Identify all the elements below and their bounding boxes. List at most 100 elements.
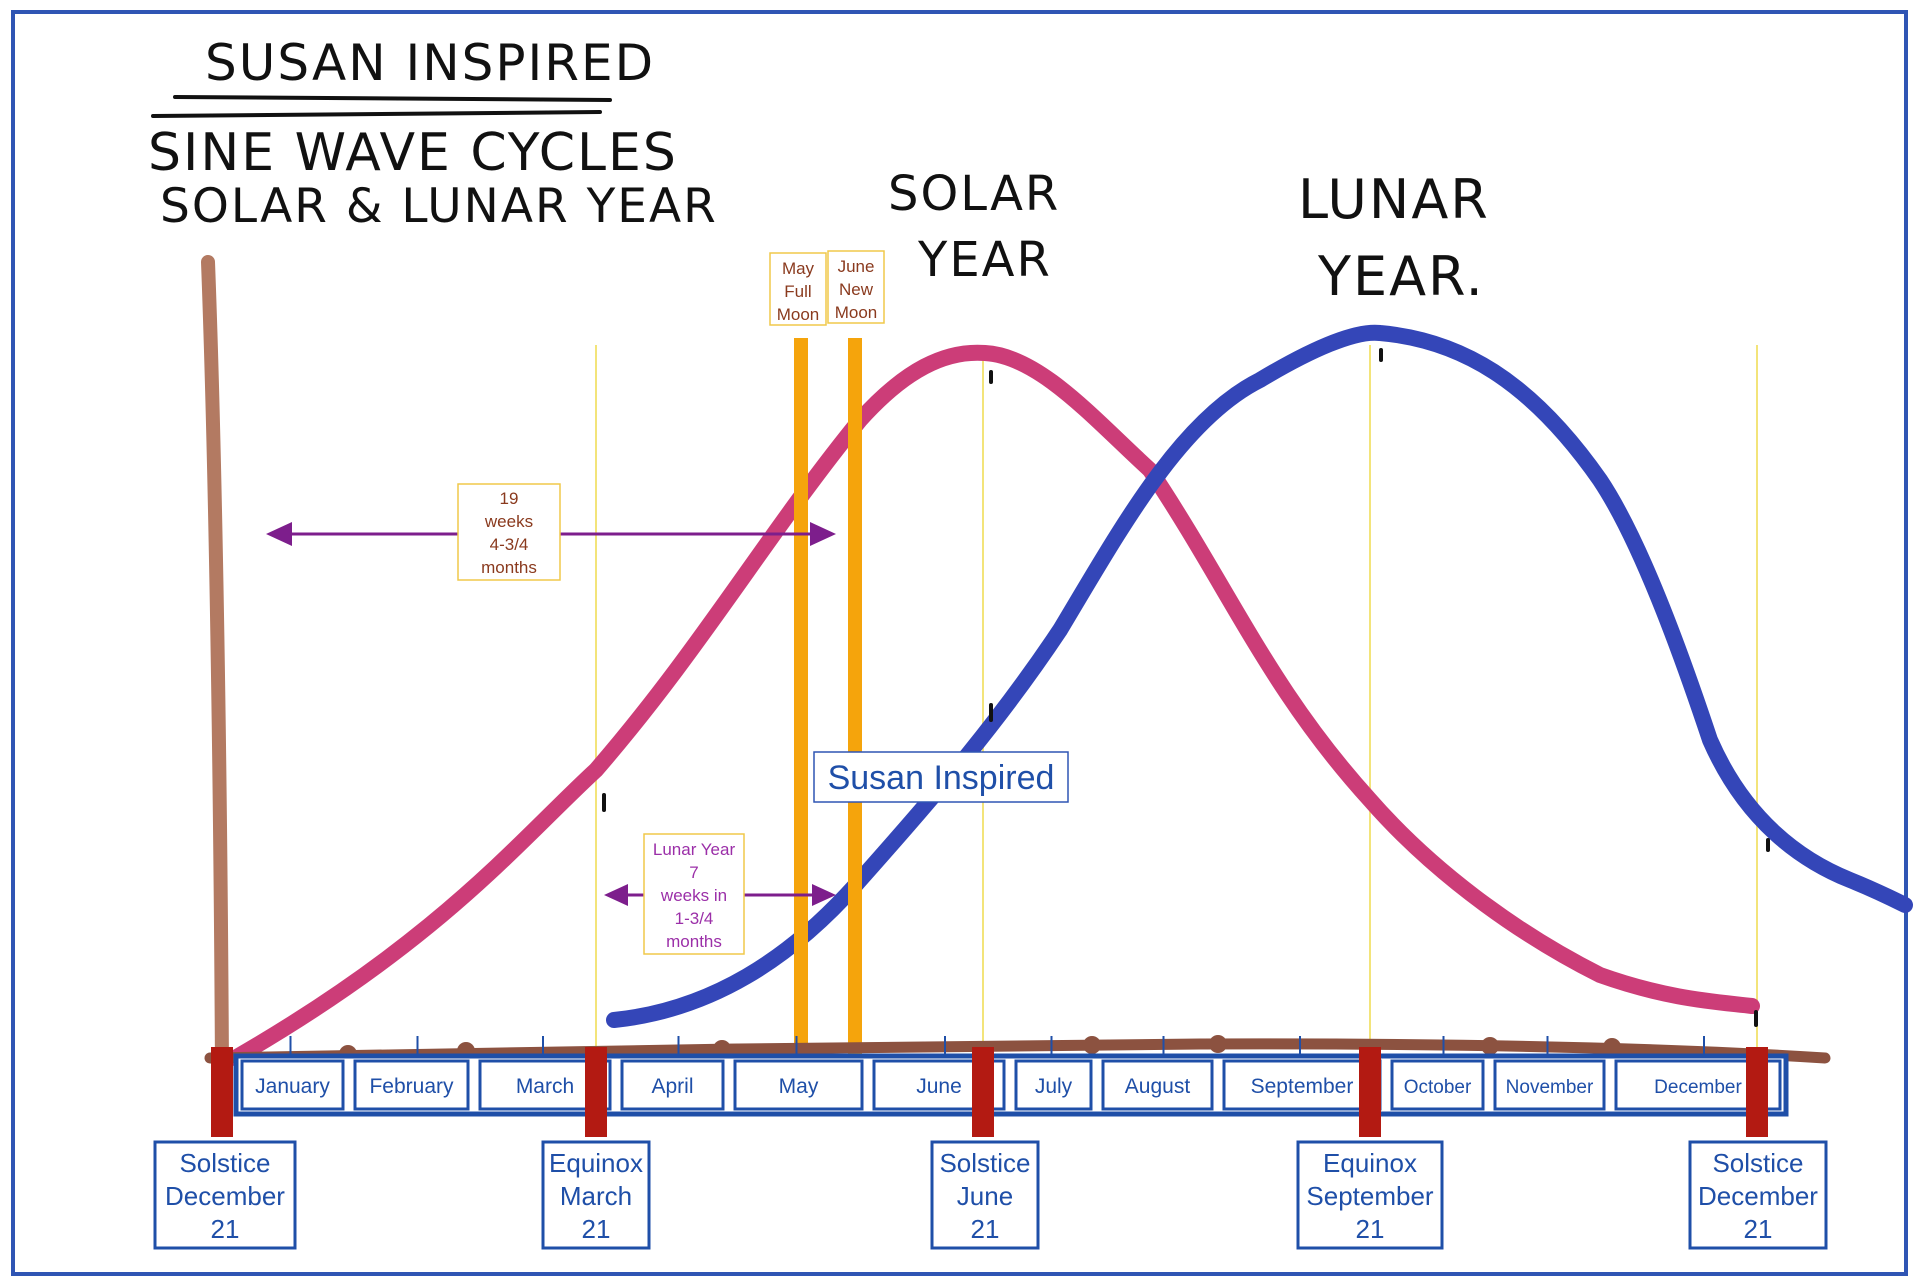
month-cell [733,1059,864,1111]
moon-bars [794,338,862,1066]
season-label-box [541,1140,651,1250]
lunar-year-note-box [643,833,745,955]
nineteen-weeks-note-box [457,483,561,581]
nineteen-weeks-text-2: weeks [484,512,533,531]
season-label-text: 21 [211,1214,240,1244]
month-label: March [516,1075,574,1098]
month-label: September [1251,1075,1354,1098]
nineteen-weeks-text-4: months [481,558,537,577]
month-label: October [1404,1077,1472,1098]
axis-dot [1481,1037,1499,1055]
month-label: May [779,1075,819,1098]
lunar-year-arrow: Lunar Year 7 weeks in 1-3/4 months [604,833,836,955]
season-markers [211,1047,1768,1137]
month-cell [620,1059,725,1111]
curve-tick-marks [602,348,1770,1027]
june-new-moon-text-1: June [838,257,875,276]
solar-label-line-2: YEAR [917,232,1052,288]
axis-dot [1603,1038,1621,1056]
month-cell [1390,1059,1485,1111]
season-label-text: 21 [582,1214,611,1244]
may-full-moon-text-3: Moon [777,305,820,324]
month-label: June [916,1075,962,1098]
season-label-text: Solstice [939,1148,1030,1178]
season-labels: SolsticeDecember21EquinoxMarch21Solstice… [153,1140,1828,1250]
season-label-box [1296,1140,1444,1250]
month-label: January [255,1075,330,1098]
month-cell [240,1059,345,1111]
season-label-text: September [1306,1181,1434,1211]
month-cell [1222,1059,1382,1111]
lunar-year-text-5: months [666,932,722,951]
nineteen-weeks-text-1: 19 [500,489,519,508]
axis-dot [1083,1036,1101,1054]
season-label-text: Solstice [1712,1148,1803,1178]
season-label-text: December [1698,1181,1818,1211]
lunar-year-text-3: weeks in [660,886,727,905]
month-cell [1493,1059,1606,1111]
season-marker [1359,1047,1381,1137]
month-label: April [651,1075,693,1098]
title-line-2: SINE WAVE CYCLES [148,123,678,183]
may-full-moon-text-1: May [782,259,815,278]
title-underline-1 [173,95,612,102]
month-timeline: January February March April May June July Augu… [233,1036,1789,1117]
season-label-text: Equinox [549,1148,643,1178]
season-marker [972,1047,994,1137]
lunar-year-text-2: 7 [689,863,698,882]
horizontal-axis [204,1038,1831,1064]
june-new-moon-text-3: Moon [835,303,878,322]
month-cell [1014,1059,1093,1111]
season-label-text: 21 [1744,1214,1773,1244]
june-new-moon-text-2: New [839,280,874,299]
title-underline-2 [151,110,602,118]
month-label: December [1654,1077,1742,1098]
month-label: July [1035,1075,1073,1098]
season-label-text: 21 [971,1214,1000,1244]
nineteen-weeks-text-3: 4-3/4 [490,535,529,554]
season-marker [211,1047,233,1137]
lunar-label-line-1: LUNAR [1298,168,1490,231]
watermark: Susan Inspired [813,751,1069,803]
may-full-moon-label: May Full Moon [769,252,827,326]
lunar-year-text-1: Lunar Year [653,840,736,859]
watermark-text: Susan Inspired [828,759,1055,797]
lunar-year-arrow-left-head [604,884,628,906]
outer-frame [11,10,1908,1276]
title-line-3: SOLAR & LUNAR YEAR [160,179,718,234]
month-cell [1101,1059,1214,1111]
solar-label-line-1: SOLAR [888,166,1060,222]
month-cell [353,1059,470,1111]
season-label-text: 21 [1356,1214,1385,1244]
month-label: February [369,1075,454,1098]
season-marker [1746,1047,1768,1137]
solar-year-label: SOLAR YEAR [888,166,1060,288]
month-label: August [1125,1075,1191,1098]
handwritten-title: SUSAN INSPIRED SINE WAVE CYCLES SOLAR & … [148,34,718,234]
june-new-moon-box [827,250,885,324]
season-label-text: December [165,1181,285,1211]
season-label-text: Equinox [1323,1148,1417,1178]
nineteen-weeks-arrow-right-head [810,522,836,546]
guide-lines [595,345,1758,1060]
may-full-moon-text-2: Full [784,282,811,301]
nineteen-weeks-arrow-left-head [266,522,292,546]
lunar-label-line-2: YEAR. [1317,245,1485,308]
june-new-moon-bar [848,338,862,1066]
june-new-moon-label: June New Moon [827,250,885,324]
lunar-year-label: LUNAR YEAR. [1298,168,1490,308]
may-full-moon-box [769,252,827,326]
season-label-text: March [560,1181,632,1211]
season-label-box [1688,1140,1828,1250]
season-marker [585,1047,607,1137]
solar-curve [227,344,1760,1066]
season-label-box [930,1140,1040,1250]
lunar-year-arrow-right-head [812,884,836,906]
may-full-moon-bar [794,338,808,1066]
season-label-box [153,1140,297,1250]
month-label: November [1506,1077,1594,1098]
lunar-curve [606,324,1913,1028]
watermark-box [813,751,1069,803]
axis-dot [1209,1035,1227,1053]
